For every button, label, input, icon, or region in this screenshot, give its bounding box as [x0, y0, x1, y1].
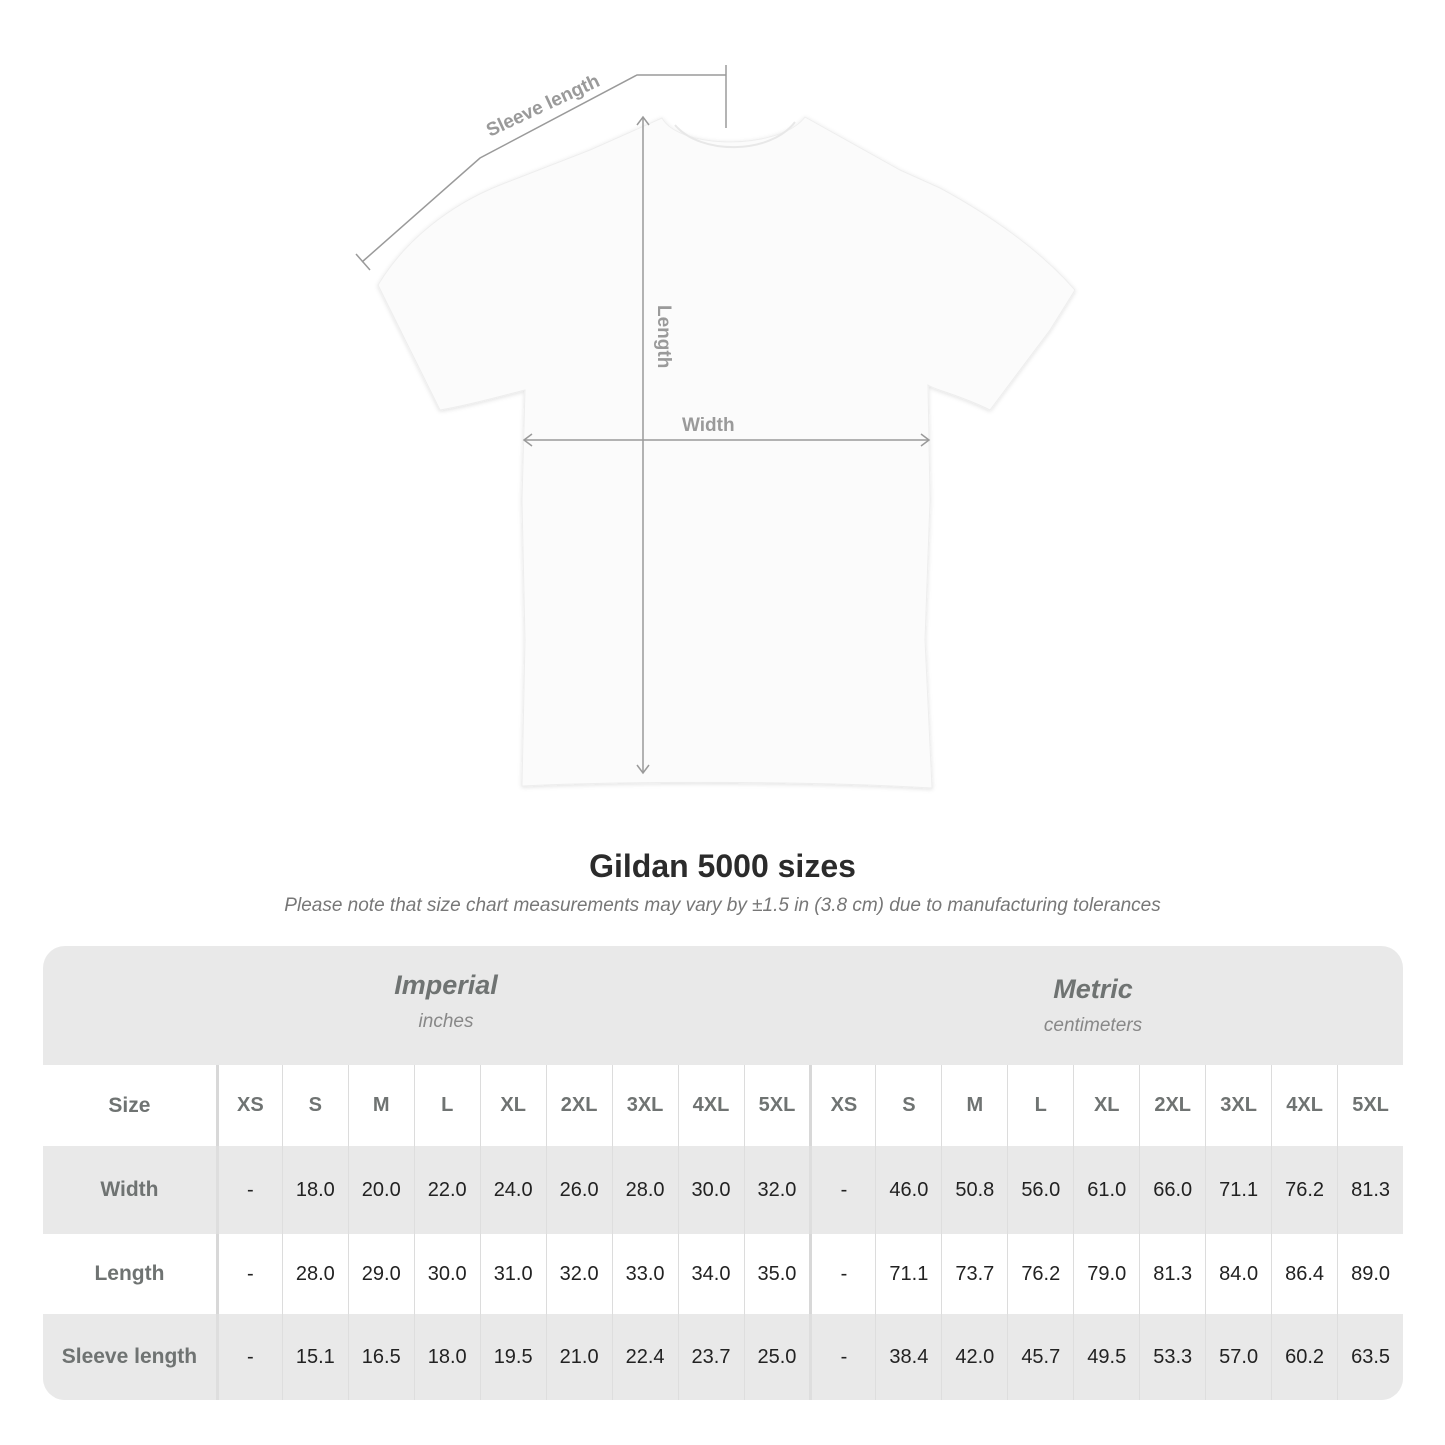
metric-size-2xl: 2XL [1139, 1065, 1205, 1146]
metric-value: 53.3 [1139, 1314, 1205, 1400]
imperial-size-s: S [281, 1065, 348, 1146]
metric-value: 73.7 [941, 1234, 1007, 1314]
metric-size-xs: XS [809, 1065, 875, 1146]
metric-value: 86.4 [1271, 1234, 1337, 1314]
metric-value: 81.3 [1139, 1234, 1205, 1314]
imperial-size-5xl: 5XL [743, 1065, 810, 1146]
metric-unit: centimeters [1043, 1015, 1143, 1036]
imperial-value: 32.0 [545, 1234, 612, 1314]
metric-value: 76.2 [1007, 1234, 1073, 1314]
metric-value: 84.0 [1205, 1234, 1271, 1314]
imperial-value: 16.5 [347, 1314, 414, 1400]
imperial-size-l: L [413, 1065, 480, 1146]
metric-value: 61.0 [1073, 1146, 1139, 1234]
imperial-value: 31.0 [479, 1234, 546, 1314]
metric-value: 42.0 [941, 1314, 1007, 1400]
imperial-header: Imperial inches [216, 970, 676, 1088]
imperial-value: 21.0 [545, 1314, 612, 1400]
tshirt-shape [377, 116, 1076, 789]
imperial-value: 26.0 [545, 1146, 612, 1234]
imperial-value: 29.0 [347, 1234, 414, 1314]
imperial-value: 35.0 [743, 1234, 810, 1314]
imperial-value: 33.0 [611, 1234, 678, 1314]
imperial-value: - [215, 1234, 282, 1314]
imperial-value: 22.0 [413, 1146, 480, 1234]
metric-value: 63.5 [1337, 1314, 1403, 1400]
table-row: Length -28.0 29.0 30.0 31.0 32.0 33.0 34.0 35.0-… [43, 1234, 1403, 1314]
metric-value: 81.3 [1337, 1146, 1403, 1234]
metric-value: 76.2 [1271, 1146, 1337, 1234]
imperial-value: - [215, 1146, 282, 1234]
width-label: Width [682, 415, 735, 436]
metric-value: 46.0 [875, 1146, 941, 1234]
imperial-size-3xl: 3XL [611, 1065, 678, 1146]
width-measure [522, 433, 931, 447]
tolerance-note: Please note that size chart measurements… [284, 895, 1161, 916]
row-label: Length [94, 1262, 165, 1285]
metric-value: 60.2 [1271, 1314, 1337, 1400]
length-measure [636, 115, 650, 775]
length-label: Length [653, 305, 674, 368]
metric-size-xl: XL [1073, 1065, 1139, 1146]
metric-size-s: S [875, 1065, 941, 1146]
metric-size-3xl: 3XL [1205, 1065, 1271, 1146]
metric-size-l: L [1007, 1065, 1073, 1146]
metric-value: 45.7 [1007, 1314, 1073, 1400]
imperial-value: 34.0 [677, 1234, 744, 1314]
imperial-size-4xl: 4XL [677, 1065, 744, 1146]
imperial-value: 28.0 [281, 1234, 348, 1314]
imperial-value: 25.0 [743, 1314, 810, 1400]
metric-size-5xl: 5XL [1337, 1065, 1403, 1146]
metric-value: 66.0 [1139, 1146, 1205, 1234]
imperial-size-xl: XL [479, 1065, 546, 1146]
imperial-value: 24.0 [479, 1146, 546, 1234]
size-header-row: Size XS S M L XL 2XL 3XL 4XL 5XL XS S M L XL 2XL 3XL 4XL 5… [43, 1065, 1403, 1146]
metric-value: 38.4 [875, 1314, 941, 1400]
imperial-value: 30.0 [677, 1146, 744, 1234]
metric-value: 57.0 [1205, 1314, 1271, 1400]
imperial-value: 22.4 [611, 1314, 678, 1400]
imperial-value: 19.5 [479, 1314, 546, 1400]
metric-size-m: M [941, 1065, 1007, 1146]
imperial-value: - [215, 1314, 282, 1400]
table-row: Sleeve length -15.1 16.5 18.0 19.5 21.0 22.4 23… [43, 1314, 1403, 1400]
metric-label: Metric [1053, 974, 1133, 1004]
row-label: Width [100, 1178, 159, 1201]
metric-value: - [809, 1146, 875, 1234]
imperial-value: 15.1 [281, 1314, 348, 1400]
imperial-label: Imperial [394, 970, 498, 1000]
sleeve-measure [355, 65, 727, 271]
tshirt-diagram: Sleeve length Length Width [355, 65, 1076, 789]
metric-header: Metric centimeters [863, 974, 1323, 1092]
imperial-value: 20.0 [347, 1146, 414, 1234]
metric-value: 56.0 [1007, 1146, 1073, 1234]
table-row: Width -18.0 20.0 22.0 24.0 26.0 28.0 30.0 32.0-4… [43, 1146, 1403, 1234]
imperial-size-2xl: 2XL [545, 1065, 612, 1146]
imperial-value: 18.0 [281, 1146, 348, 1234]
metric-value: 49.5 [1073, 1314, 1139, 1400]
imperial-value: 30.0 [413, 1234, 480, 1314]
metric-value: 71.1 [875, 1234, 941, 1314]
metric-value: 79.0 [1073, 1234, 1139, 1314]
sleeve-length-label: Sleeve length [483, 71, 603, 142]
imperial-value: 28.0 [611, 1146, 678, 1234]
imperial-value: 32.0 [743, 1146, 810, 1234]
chart-title: Gildan 5000 sizes [589, 848, 856, 884]
imperial-unit: inches [418, 1011, 474, 1032]
metric-value: 89.0 [1337, 1234, 1403, 1314]
imperial-size-m: M [347, 1065, 414, 1146]
imperial-size-xs: XS [215, 1065, 282, 1146]
metric-value: 71.1 [1205, 1146, 1271, 1234]
size-label: Size [108, 1093, 151, 1117]
size-table: Imperial inches Metric centimeters Size X… [43, 946, 1403, 1400]
row-label: Sleeve length [61, 1345, 198, 1368]
metric-value: - [809, 1314, 875, 1400]
metric-value: 50.8 [941, 1146, 1007, 1234]
metric-value: - [809, 1234, 875, 1314]
imperial-value: 23.7 [677, 1314, 744, 1400]
imperial-value: 18.0 [413, 1314, 480, 1400]
metric-size-4xl: 4XL [1271, 1065, 1337, 1146]
